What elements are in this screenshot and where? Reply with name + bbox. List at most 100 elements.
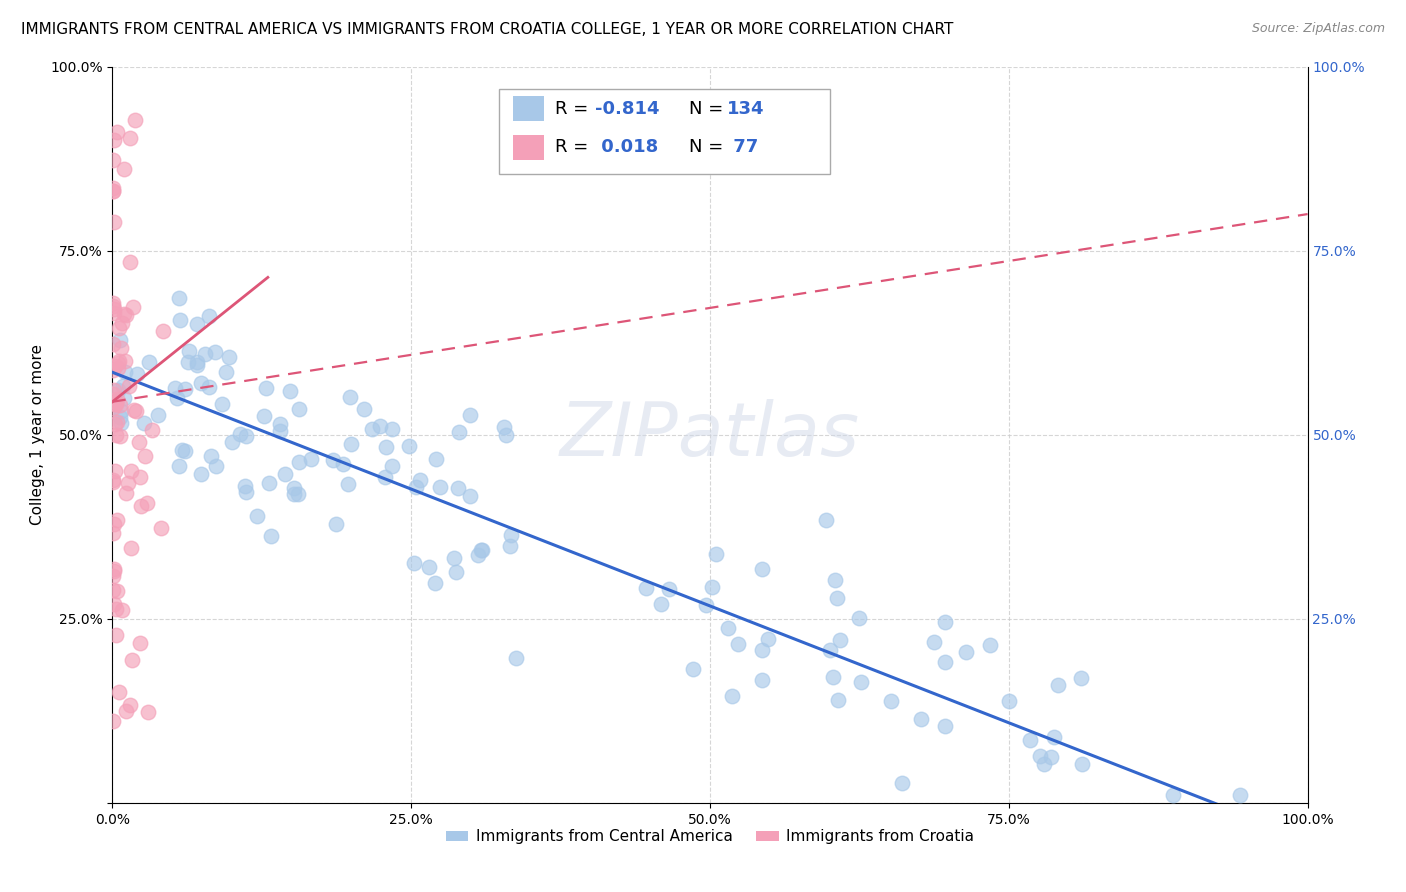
Point [103,569,125,583]
Point [150,521,173,535]
Point [107,513,129,527]
Point [112,161,135,176]
Point [815,513,838,527]
Point [114,365,136,379]
Point [821,670,844,684]
Point [332,457,354,471]
Point [381,458,404,473]
Point [105,628,128,642]
Point [177,354,200,368]
Point [110,333,132,347]
Point [458,489,481,503]
Point [101,153,124,168]
Point [101,525,124,540]
Point [186,317,208,331]
Point [444,565,467,579]
Point [233,479,256,493]
Point [934,655,956,669]
Point [110,410,132,425]
Point [827,692,849,706]
Point [204,345,226,359]
Point [197,380,219,394]
Point [120,464,142,478]
Point [910,712,932,726]
Point [339,390,361,404]
Point [253,409,276,424]
Point [721,689,744,703]
Point [101,299,124,313]
Point [108,354,131,368]
Point [117,476,139,491]
Point [141,423,163,437]
Point [112,307,135,321]
Point [825,591,848,605]
Point [751,562,773,576]
Text: N =: N = [689,138,728,156]
Point [129,636,152,650]
Legend: Immigrants from Central America, Immigrants from Croatia: Immigrants from Central America, Immigra… [440,823,980,850]
Point [340,436,363,450]
Point [186,358,208,372]
Point [751,643,773,657]
Text: -0.814: -0.814 [595,100,659,118]
Point [190,376,212,390]
Point [221,435,243,450]
Point [110,341,132,355]
Point [111,602,134,616]
Point [122,403,145,417]
Point [104,417,127,432]
Point [235,485,257,500]
Point [398,439,420,453]
Point [288,454,311,468]
Point [374,469,396,483]
Point [104,464,127,478]
Point [246,508,269,523]
Text: R =: R = [555,100,595,118]
Point [287,486,309,500]
Point [269,424,291,438]
Point [446,481,468,495]
Point [103,516,125,531]
Point [278,384,301,399]
Point [105,415,128,429]
Point [101,714,124,729]
Point [103,306,125,320]
Point [110,416,132,430]
Point [101,184,124,198]
Point [418,560,440,574]
Point [998,694,1021,708]
Point [110,403,132,417]
Point [115,704,138,718]
Point [121,653,143,667]
Point [1229,789,1251,803]
Point [751,673,773,688]
Point [375,440,398,454]
Point [200,450,222,464]
Point [979,638,1001,652]
Point [955,645,977,659]
Point [425,452,447,467]
Point [215,365,238,379]
Point [105,397,128,411]
Point [429,480,451,494]
Point [1029,749,1052,764]
Point [103,564,125,578]
Point [101,181,124,195]
Point [170,443,193,458]
Point [368,419,391,434]
Point [169,312,191,326]
Point [112,391,135,405]
Point [322,453,344,467]
Point [135,496,157,510]
Point [108,398,131,412]
Point [174,444,197,458]
Point [934,719,956,733]
Point [658,582,681,596]
Point [1046,678,1069,692]
Point [114,353,136,368]
Point [704,547,727,561]
Point [103,301,125,316]
Point [120,131,142,145]
Point [101,336,124,351]
Y-axis label: College, 1 year or more: College, 1 year or more [30,344,45,525]
